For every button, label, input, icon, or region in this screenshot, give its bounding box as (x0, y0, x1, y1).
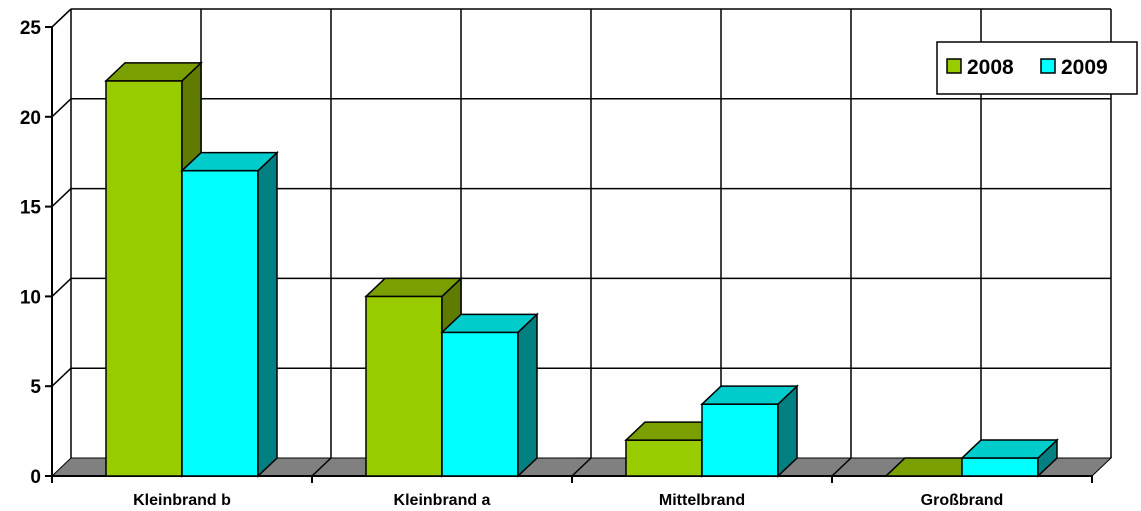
gridline-side (51, 188, 72, 208)
gridline-side (51, 98, 72, 118)
bar-side-face (257, 150, 278, 478)
legend-label-0: 2008 (967, 56, 1014, 79)
x-category-label: Kleinbrand b (133, 492, 231, 509)
legend-swatch-0 (946, 58, 962, 74)
y-tick-label: 5 (30, 377, 41, 398)
chart-legend: 2008 2009 (936, 41, 1138, 95)
bar-front-face (105, 80, 183, 477)
y-tick-label: 0 (30, 467, 41, 488)
floor-divider (311, 457, 332, 477)
bar-side-face (517, 312, 538, 478)
bar (960, 438, 1059, 478)
bar-front-face (441, 331, 519, 477)
bar (700, 384, 799, 478)
bar-front-face (365, 295, 443, 477)
y-tick-label: 10 (20, 287, 41, 308)
bar-top-face (104, 62, 203, 82)
x-category-label: Mittelbrand (659, 492, 745, 509)
y-tick-label: 25 (20, 18, 42, 39)
bar-top-face (960, 439, 1059, 459)
bar-top-face (364, 277, 463, 298)
bar-top-face (180, 151, 279, 172)
floor-divider (831, 457, 852, 477)
y-tick-label: 15 (20, 198, 42, 219)
x-category-label: Kleinbrand a (394, 492, 491, 509)
y-axis-top-edge (51, 8, 72, 28)
gridline-side (51, 367, 72, 387)
bar (180, 150, 279, 478)
bar-front-face (181, 169, 259, 477)
bar-top-face (700, 385, 799, 405)
legend-label-1: 2009 (1061, 56, 1108, 79)
bar (440, 312, 539, 478)
chart-bars (104, 61, 1059, 478)
x-category-label: Großbrand (921, 492, 1004, 509)
bar-top-face (440, 313, 539, 334)
legend-box (936, 41, 1138, 95)
bar-front-face (625, 439, 703, 477)
y-tick-label: 20 (20, 108, 41, 129)
legend-swatch-1 (1040, 58, 1056, 74)
bar-front-face (701, 403, 779, 477)
floor-divider (571, 457, 592, 477)
gridline-side (51, 277, 72, 297)
bar-front-face (961, 457, 1039, 477)
